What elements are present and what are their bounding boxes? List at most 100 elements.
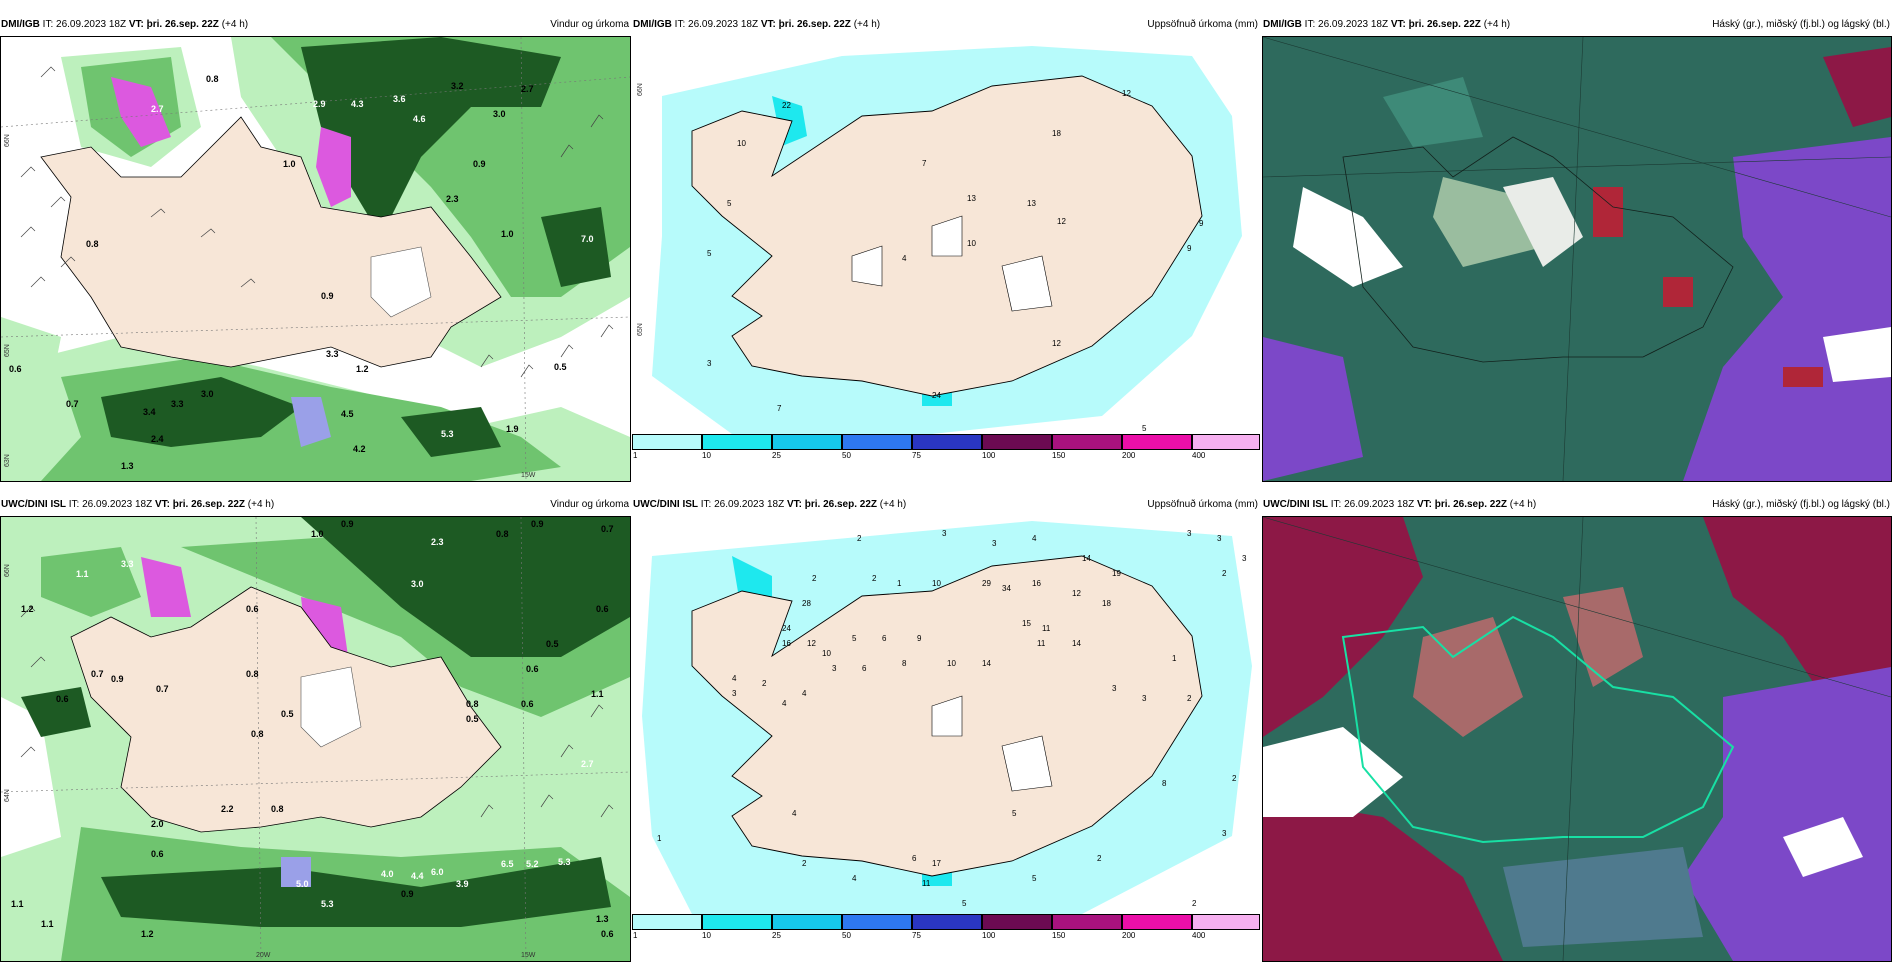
- value-label: 0.8: [86, 239, 99, 249]
- wind-precip-map: 1.0 0.9 0.8 0.9 0.7 1.1 3.3 2.3 0.6 0.6 …: [1, 517, 630, 961]
- value-label: 0.9: [401, 889, 414, 899]
- value-label: 12: [1122, 89, 1131, 98]
- colorbar: 1 10 25 50 75 100 150 200 400: [632, 914, 1260, 944]
- value-label: 18: [1052, 129, 1061, 138]
- panel-header: DMI/IGB IT: 26.09.2023 18Z VT: þri. 26.s…: [0, 14, 631, 36]
- value-label: 4: [902, 254, 907, 263]
- value-label: 2.7: [521, 84, 534, 94]
- value-label: 19: [1112, 569, 1121, 578]
- colorbar-swatch: [1052, 914, 1122, 930]
- value-label: 3.6: [393, 94, 406, 104]
- value-label: 0.6: [246, 604, 259, 614]
- colorbar-tick: 25: [772, 931, 781, 940]
- value-label: 4: [852, 874, 857, 883]
- value-label: 6.0: [431, 867, 444, 877]
- value-label: 2: [1192, 899, 1197, 908]
- colorbar-swatch: [842, 914, 912, 930]
- colorbar-swatch: [1192, 434, 1260, 450]
- valid-time: þri. 26.sep. 22Z: [172, 499, 246, 510]
- value-label: 0.5: [281, 709, 294, 719]
- value-label: 0.5: [466, 714, 479, 724]
- map-frame: 12 22 10 7 13 18 13 12 9 9 5 5 4 10 3 7 …: [632, 36, 1260, 434]
- colorbar-swatch: [1192, 914, 1260, 930]
- map-frame: 0.8 2.7 2.9 4.3 3.6 3.2 2.7 4.6 3.0 1.0 …: [0, 36, 631, 482]
- value-label: 14: [1072, 639, 1081, 648]
- accum-precip-map: 12 22 10 7 13 18 13 12 9 9 5 5 4 10 3 7 …: [632, 36, 1260, 434]
- value-label: 0.9: [531, 519, 544, 529]
- value-label: 12: [807, 639, 816, 648]
- value-label: 3.4: [143, 407, 156, 417]
- colorbar-tick: 150: [1052, 931, 1066, 940]
- colorbar-swatch: [702, 434, 772, 450]
- value-label: 1.3: [121, 461, 134, 471]
- panel-title: Háský (gr.), miðský (fj.bl.) og lágský (…: [1712, 19, 1890, 30]
- init-label: IT:: [68, 499, 80, 510]
- value-label: 0.6: [596, 604, 609, 614]
- model-source: DMI/IGB: [1, 19, 40, 30]
- valid-label: VT:: [760, 19, 776, 30]
- valid-label: VT:: [128, 19, 144, 30]
- panel-title: Vindur og úrkoma: [550, 19, 629, 30]
- value-label: 5.3: [321, 899, 334, 909]
- value-label: 0.7: [601, 524, 614, 534]
- panel-title: Vindur og úrkoma: [550, 499, 629, 510]
- colorbar-swatch: [912, 914, 982, 930]
- value-label: 4: [732, 674, 737, 683]
- valid-time: þri. 26.sep. 22Z: [1408, 19, 1481, 30]
- value-label: 4.4: [411, 871, 424, 881]
- valid-label: VT:: [786, 499, 802, 510]
- value-label: 5: [852, 634, 857, 643]
- value-label: 2.3: [446, 194, 459, 204]
- value-label: 0.8: [496, 529, 509, 539]
- colorbar-tick: 200: [1122, 931, 1136, 940]
- value-label: 3.3: [326, 349, 339, 359]
- lead-time: (+4 h): [853, 19, 881, 30]
- value-label: 3.9: [456, 879, 469, 889]
- value-label: 2: [857, 534, 862, 543]
- init-label: IT:: [1304, 19, 1316, 30]
- colorbar-tick: 400: [1192, 931, 1206, 940]
- value-label: 3.3: [171, 399, 184, 409]
- panel-dmi-clouds: DMI/IGB IT: 26.09.2023 18Z VT: þri. 26.s…: [1262, 14, 1892, 482]
- colorbar-tick: 10: [702, 451, 711, 460]
- value-label: 5: [962, 899, 967, 908]
- lat-label: 66N: [637, 83, 644, 96]
- value-label: 15: [1022, 619, 1031, 628]
- init-time: 26.09.2023 18Z: [56, 19, 127, 30]
- value-label: 3: [1187, 529, 1192, 538]
- value-label: 3.0: [411, 579, 424, 589]
- value-label: 4.3: [351, 99, 364, 109]
- init-label: IT:: [1330, 499, 1342, 510]
- init-label: IT:: [700, 499, 712, 510]
- lat-label: 63N: [4, 454, 11, 467]
- value-label: 0.8: [246, 669, 259, 679]
- clouds-map: [1263, 517, 1891, 961]
- value-label: 2: [1222, 569, 1227, 578]
- value-label: 6: [912, 854, 917, 863]
- colorbar-tick: 10: [702, 931, 711, 940]
- value-label: 3: [832, 664, 837, 673]
- panel-dmi-accum-precip: DMI/IGB IT: 26.09.2023 18Z VT: þri. 26.s…: [632, 14, 1260, 464]
- init-time: 26.09.2023 18Z: [688, 19, 759, 30]
- value-label: 13: [1027, 199, 1036, 208]
- value-label: 0.7: [91, 669, 104, 679]
- value-label: 2.7: [581, 759, 594, 769]
- colorbar-tick: 100: [982, 451, 996, 460]
- value-label: 5: [1012, 809, 1017, 818]
- value-label: 7: [777, 404, 782, 413]
- value-label: 2.4: [151, 434, 164, 444]
- value-label: 17: [932, 859, 941, 868]
- value-label: 4.0: [381, 869, 394, 879]
- value-label: 3: [942, 529, 947, 538]
- value-label: 1.1: [591, 689, 604, 699]
- value-label: 9: [1199, 219, 1204, 228]
- init-time: 26.09.2023 18Z: [82, 499, 153, 510]
- value-label: 7.0: [581, 234, 594, 244]
- value-label: 2.2: [221, 804, 234, 814]
- value-label: 5.2: [526, 859, 539, 869]
- init-time: 26.09.2023 18Z: [714, 499, 785, 510]
- value-label: 11: [1042, 624, 1051, 633]
- colorbar-tick: 25: [772, 451, 781, 460]
- value-label: 0.7: [156, 684, 169, 694]
- panel-dmi-wind-precip: DMI/IGB IT: 26.09.2023 18Z VT: þri. 26.s…: [0, 14, 631, 482]
